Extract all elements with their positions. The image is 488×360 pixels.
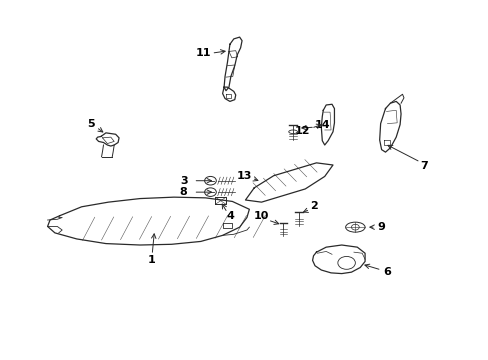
Text: 8: 8 — [180, 187, 187, 197]
Text: 12: 12 — [294, 126, 310, 136]
Text: 3: 3 — [180, 176, 187, 186]
Text: 6: 6 — [382, 267, 390, 277]
Text: 9: 9 — [377, 222, 385, 232]
Text: 14: 14 — [314, 120, 329, 130]
Text: 1: 1 — [147, 255, 155, 265]
Text: 5: 5 — [87, 118, 95, 129]
Text: 13: 13 — [236, 171, 252, 181]
Text: 7: 7 — [420, 161, 427, 171]
Text: 10: 10 — [253, 211, 269, 221]
Text: 4: 4 — [226, 211, 234, 221]
Text: 2: 2 — [309, 202, 317, 211]
Text: 11: 11 — [195, 48, 210, 58]
